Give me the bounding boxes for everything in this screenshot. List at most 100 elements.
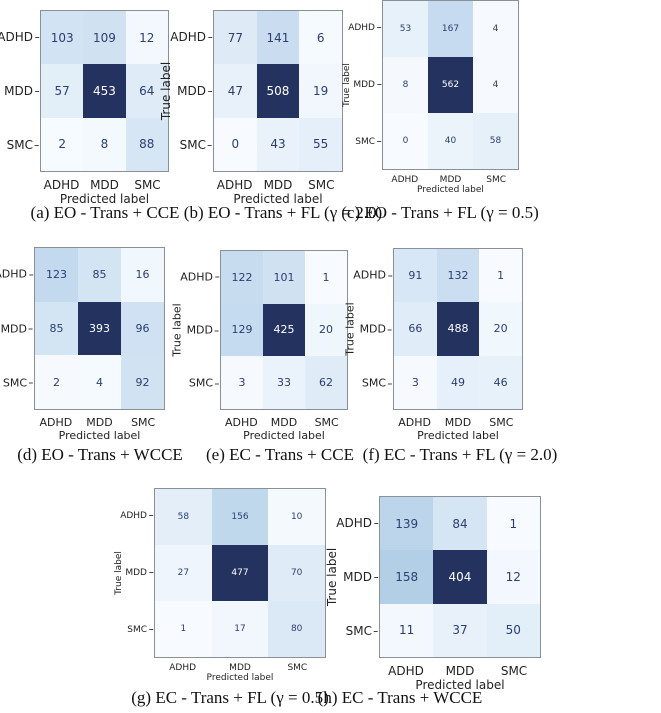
matrix-cell: 4 xyxy=(78,355,121,409)
x-tick-label: MDD xyxy=(444,415,472,429)
panel-caption: (f) EC - Trans + FL (γ = 2.0) xyxy=(362,445,558,464)
matrix-cell: 3 xyxy=(221,356,263,409)
matrix-cell: 88 xyxy=(125,117,168,171)
y-tick-label: MDD xyxy=(187,324,219,337)
y-tick-label: SMC xyxy=(3,376,33,389)
x-tick-label: SMC xyxy=(134,178,161,192)
matrix-cell: 64 xyxy=(125,64,168,118)
matrix-cell: 109 xyxy=(83,11,126,65)
matrix-cell: 17 xyxy=(211,601,269,657)
x-tick-label: SMC xyxy=(489,415,514,429)
matrix-grid: 103 109 12 57 453 64 2 8 88 xyxy=(40,10,169,172)
matrix-cell: 156 xyxy=(211,489,269,545)
y-tick-label: SMC xyxy=(362,377,392,390)
matrix-cell: 488 xyxy=(436,302,480,356)
matrix-cell: 8 xyxy=(383,57,428,113)
matrix-grid: 53 167 4 8 562 4 0 40 58 xyxy=(382,0,519,170)
x-tick-label: SMC xyxy=(314,415,339,429)
matrix-cell: 508 xyxy=(256,64,300,118)
matrix-cell: 123 xyxy=(35,248,78,302)
panel-caption: (h) EC - Trans + WCCE xyxy=(317,688,483,707)
y-tick-label: MDD xyxy=(353,80,381,90)
x-tick-label: ADHD xyxy=(43,178,80,192)
panel-caption: (d) EO - Trans + WCCE xyxy=(17,445,183,464)
x-axis-label: Predicted label xyxy=(417,428,499,442)
x-tick-label: ADHD xyxy=(398,415,432,429)
y-tick-label: MDD xyxy=(360,323,392,336)
x-axis-label: Predicted label xyxy=(206,673,274,684)
matrix-cell: 12 xyxy=(125,11,168,65)
matrix-cell: 4 xyxy=(473,57,518,113)
y-axis-label: True label xyxy=(159,61,174,121)
y-tick-label: SMC xyxy=(180,138,212,152)
matrix-cell: 47 xyxy=(214,64,257,118)
matrix-cell: 27 xyxy=(155,545,212,601)
y-axis-label: True label xyxy=(113,551,124,595)
matrix-cell: 562 xyxy=(428,57,473,113)
y-axis-label: True label xyxy=(343,302,357,356)
y-tick-label: SMC xyxy=(7,138,39,152)
matrix-cell: 1 xyxy=(486,497,540,551)
panel-caption: (b) EO - Trans + FL (γ = 2.0) xyxy=(183,203,383,222)
x-tick-label: SMC xyxy=(486,174,507,185)
x-axis-label: Predicted label xyxy=(233,192,323,207)
matrix-cell: 2 xyxy=(35,355,78,409)
x-tick-label: SMC xyxy=(131,415,156,429)
matrix-cell: 20 xyxy=(305,303,347,357)
x-axis-label: Predicted label xyxy=(415,678,505,693)
matrix-cell: 66 xyxy=(394,302,437,356)
y-tick-label: MDD xyxy=(125,568,153,578)
x-tick-label: ADHD xyxy=(388,664,424,678)
y-tick-label: ADHD xyxy=(170,30,212,44)
matrix-cell: 393 xyxy=(78,301,121,356)
y-tick-label: SMC xyxy=(355,137,381,147)
y-tick-label: ADHD xyxy=(180,270,219,283)
matrix-cell: 139 xyxy=(380,497,434,551)
x-tick-label: MDD xyxy=(90,178,119,192)
matrix-cell: 20 xyxy=(479,302,522,356)
matrix-cell: 49 xyxy=(436,355,480,409)
matrix-cell: 58 xyxy=(155,489,212,545)
matrix-cell: 91 xyxy=(394,249,437,303)
matrix-grid: 122 101 1 129 425 20 3 33 62 xyxy=(220,250,348,410)
y-axis-label: True label xyxy=(325,547,340,607)
matrix-cell: 3 xyxy=(394,355,437,409)
matrix-cell: 55 xyxy=(299,117,342,171)
matrix-cell: 77 xyxy=(214,11,257,65)
matrix-cell: 141 xyxy=(256,11,300,65)
y-tick-label: ADHD xyxy=(120,511,153,521)
matrix-cell: 80 xyxy=(268,601,325,657)
matrix-grid: 123 85 16 85 393 96 2 4 92 xyxy=(34,247,165,410)
matrix-cell: 84 xyxy=(433,497,487,551)
x-axis-label: Predicted label xyxy=(417,185,484,196)
y-tick-label: MDD xyxy=(177,84,212,98)
matrix-cell: 1 xyxy=(479,249,522,303)
matrix-cell: 0 xyxy=(383,113,428,169)
matrix-cell: 11 xyxy=(380,603,434,657)
matrix-cell: 96 xyxy=(121,301,164,356)
matrix-cell: 46 xyxy=(479,355,522,409)
x-tick-label: ADHD xyxy=(391,174,419,185)
matrix-cell: 122 xyxy=(221,251,263,304)
matrix-grid: 58 156 10 27 477 70 1 17 80 xyxy=(154,488,326,658)
matrix-cell: 103 xyxy=(41,11,84,65)
y-tick-label: SMC xyxy=(189,377,219,390)
panel-caption: (c) EO - Trans + FL (γ = 0.5) xyxy=(341,203,539,222)
matrix-cell: 70 xyxy=(268,545,325,601)
y-axis-label: True label xyxy=(170,303,184,357)
matrix-grid: 139 84 1 158 404 12 11 37 50 xyxy=(379,496,541,658)
matrix-cell: 2 xyxy=(41,117,84,171)
matrix-cell: 16 xyxy=(121,248,164,302)
y-tick-label: SMC xyxy=(127,625,153,635)
x-tick-label: SMC xyxy=(500,664,528,678)
x-tick-label: ADHD xyxy=(39,415,73,429)
matrix-cell: 40 xyxy=(428,113,473,169)
matrix-cell: 43 xyxy=(256,117,300,171)
matrix-cell: 8 xyxy=(83,117,126,171)
matrix-cell: 167 xyxy=(428,1,473,57)
y-tick-label: ADHD xyxy=(0,30,39,44)
matrix-cell: 62 xyxy=(305,356,347,409)
matrix-cell: 33 xyxy=(263,356,305,409)
x-axis-label: Predicted label xyxy=(243,428,325,442)
